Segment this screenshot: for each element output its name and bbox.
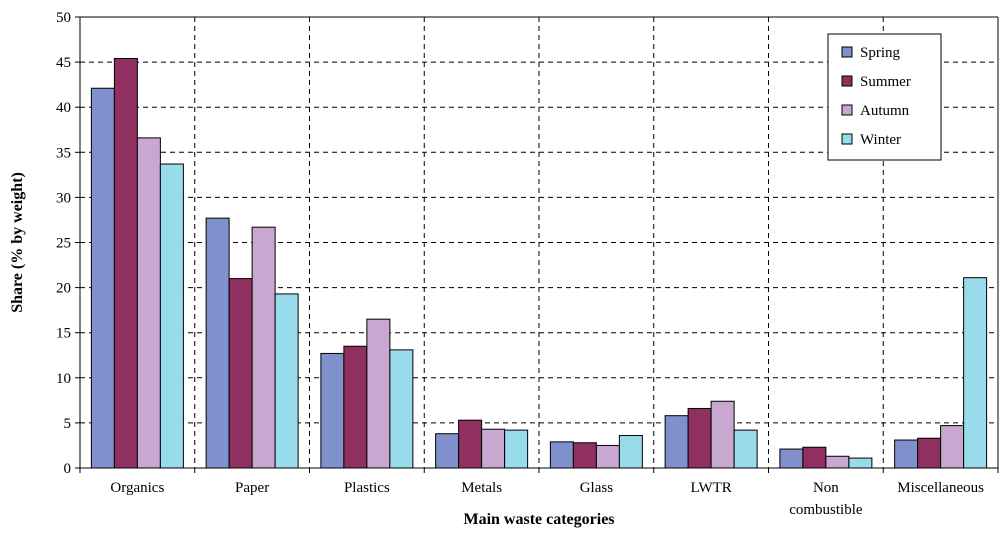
x-tick-label: Miscellaneous (897, 480, 984, 496)
bars (90, 57, 988, 469)
bar-spring-non-combustible (779, 448, 804, 469)
bar-winter-paper (274, 293, 299, 469)
bar-autumn-lwtr (710, 400, 735, 469)
bar-autumn-non-combustible (825, 455, 850, 469)
y-tick-label: 25 (56, 236, 71, 252)
bar-winter-lwtr (733, 429, 758, 469)
legend-swatch-autumn (841, 104, 853, 116)
bar-spring-organics (90, 87, 115, 469)
legend-swatch-winter (841, 133, 853, 145)
bar-autumn-miscellaneous (940, 425, 965, 469)
bar-winter-glass (618, 435, 643, 469)
y-tick-label: 0 (64, 461, 72, 477)
x-tick-label: Organics (110, 480, 164, 496)
bar-autumn-glass (595, 444, 620, 469)
legend-label-autumn: Autumn (860, 103, 910, 119)
bar-autumn-organics (136, 137, 161, 469)
legend-swatch-summer (841, 75, 853, 87)
bar-summer-miscellaneous (917, 437, 942, 469)
legend-label-spring: Spring (860, 45, 901, 61)
bar-winter-non-combustible (848, 457, 873, 469)
y-tick-label: 10 (56, 371, 71, 387)
tick-labels: 0 5 10 15 20 25 30 35 40 45 50 Organics Paper Plastic… (56, 10, 984, 518)
y-tick-label: 45 (56, 55, 71, 71)
bar-winter-plastics (389, 349, 414, 469)
bar-winter-organics (159, 163, 184, 469)
bar-summer-paper (228, 278, 253, 469)
bar-spring-glass (549, 441, 574, 469)
legend-label-winter: Winter (860, 132, 901, 148)
bar-spring-lwtr (664, 415, 689, 469)
x-axis-title: Main waste categories (463, 511, 614, 528)
y-axis-title: Share (% by weight) (9, 172, 26, 313)
x-tick-label: Glass (580, 480, 613, 496)
bar-summer-non-combustible (802, 446, 827, 469)
bar-spring-plastics (320, 352, 345, 469)
bar-summer-metals (458, 419, 483, 469)
bar-winter-metals (504, 429, 529, 469)
bar-spring-metals (435, 433, 460, 469)
y-tick-label: 35 (56, 145, 71, 161)
legend-swatch-spring (841, 46, 853, 58)
x-tick-label: Metals (461, 480, 502, 496)
y-tick-label: 40 (56, 100, 71, 116)
axes (75, 16, 999, 473)
y-tick-label: 50 (56, 10, 71, 26)
y-tick-label: 30 (56, 190, 71, 206)
legend-label-summer: Summer (860, 74, 911, 90)
bar-autumn-plastics (366, 318, 391, 469)
y-tick-label: 5 (64, 416, 72, 432)
y-tick-label: 15 (56, 326, 71, 342)
bar-summer-lwtr (687, 407, 712, 469)
bar-autumn-metals (481, 428, 506, 469)
bar-summer-plastics (343, 345, 368, 469)
legend: Spring Summer Autumn Winter (827, 33, 942, 161)
bar-summer-glass (572, 442, 597, 469)
bar-autumn-paper (251, 226, 276, 469)
y-tick-label: 20 (56, 281, 71, 297)
x-tick-label: Non combustible (789, 480, 863, 518)
x-tick-label: Paper (235, 480, 269, 496)
bar-spring-paper (205, 217, 230, 469)
bar-spring-miscellaneous (894, 439, 919, 469)
bar-summer-organics (113, 57, 138, 469)
bar-winter-miscellaneous (963, 277, 988, 469)
x-tick-label: Plastics (344, 480, 390, 496)
x-tick-label: LWTR (690, 480, 731, 496)
